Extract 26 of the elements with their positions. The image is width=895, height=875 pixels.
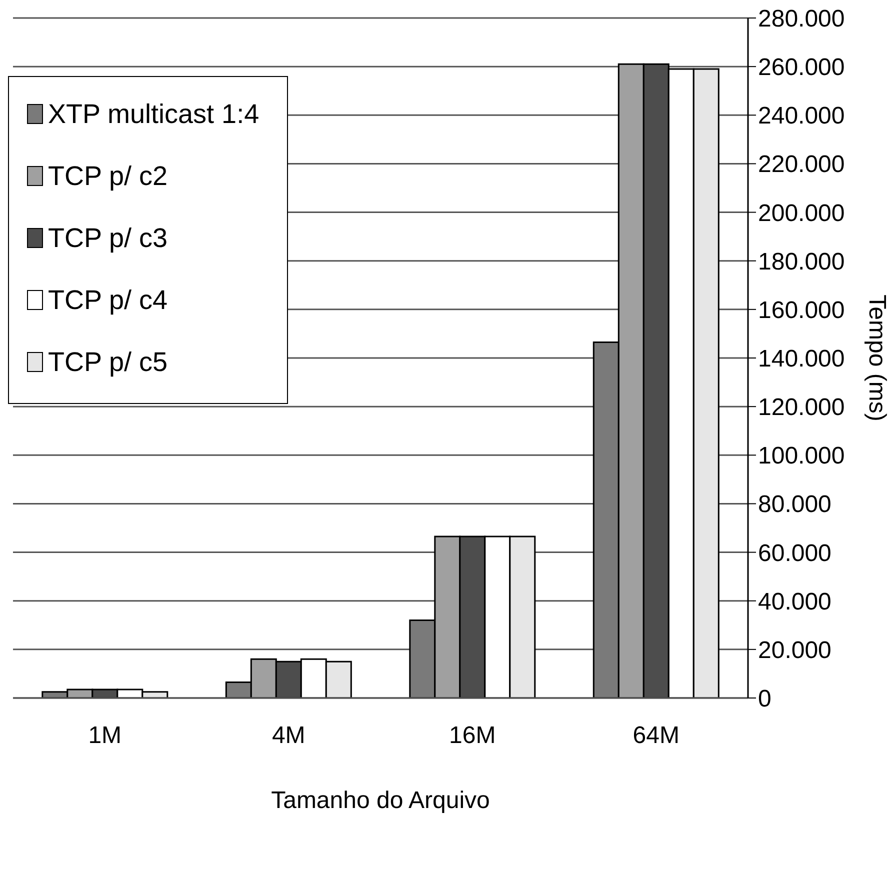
y-tick-label: 280.000 [758, 6, 845, 33]
y-tick-label: 20.000 [758, 636, 832, 664]
y-axis-title: Tempo (ms) [863, 294, 890, 422]
y-tick-label: 160.000 [758, 296, 845, 324]
legend-label: XTP multicast 1:4 [48, 98, 260, 130]
y-tick-label: 120.000 [758, 394, 845, 422]
legend-label: TCP p/ c4 [48, 284, 168, 316]
x-tick-label: 64M [632, 722, 680, 750]
y-tick-label: 60.000 [758, 540, 832, 567]
x-axis-title: Tamanho do Arquivo [271, 787, 490, 814]
y-tick-label: 0 [758, 686, 772, 713]
legend-label: TCP p/ c3 [48, 222, 168, 254]
x-tick-label: 1M [88, 722, 122, 750]
y-tick-label: 220.000 [758, 151, 845, 178]
y-tick-label: 100.000 [758, 442, 845, 470]
y-tick-label: 180.000 [758, 248, 845, 276]
legend-label: TCP p/ c5 [48, 346, 168, 378]
legend-label: TCP p/ c2 [48, 160, 168, 192]
y-tick-label: 260.000 [758, 54, 845, 82]
y-tick-label: 80.000 [758, 491, 832, 518]
x-tick-label: 4M [272, 722, 306, 750]
y-tick-label: 40.000 [758, 588, 832, 616]
y-tick-label: 140.000 [758, 346, 845, 373]
y-tick-label: 240.000 [758, 102, 845, 130]
y-tick-label: 200.000 [758, 200, 845, 227]
x-tick-label: 16M [449, 722, 496, 750]
